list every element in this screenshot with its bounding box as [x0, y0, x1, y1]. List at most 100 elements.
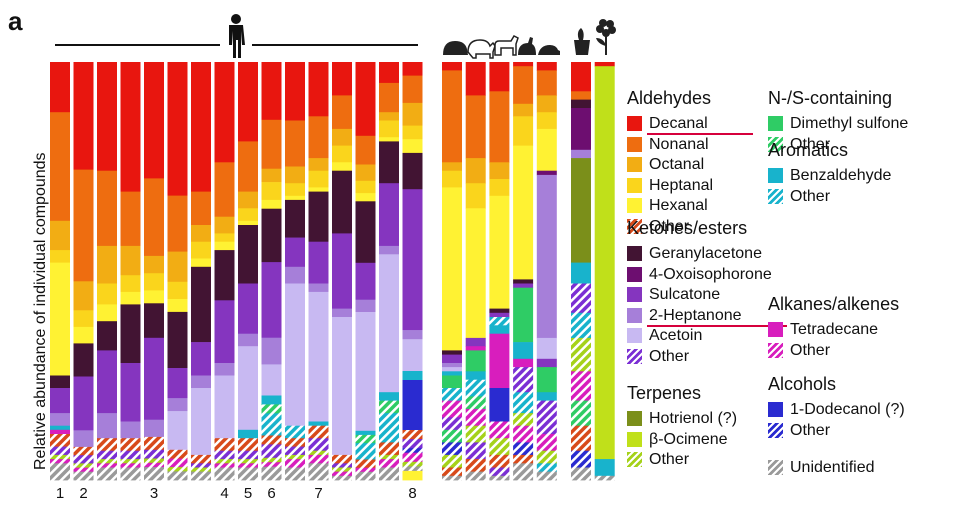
bar-segment-nonanal [536, 70, 557, 96]
bar-segment-unidentified [97, 467, 117, 481]
bar-segment-alkanes-other [332, 471, 352, 477]
bar-segment-sulcatone [355, 262, 376, 301]
bar-segment-aromatics-other [442, 388, 462, 401]
bar-segment-hexanal [513, 145, 534, 280]
bar-segment-octanal [120, 245, 141, 276]
bar-segment-hexanal [238, 220, 258, 226]
rabbit-icon [518, 37, 536, 55]
bar-segment-hexanal [97, 304, 117, 322]
legend-swatch [627, 328, 642, 343]
bar-segment-acetoin [308, 291, 329, 422]
bar-segment-terpenes-other [402, 461, 423, 467]
bar-segment-sulcatone [261, 262, 282, 339]
bar-segment-ketones-other [402, 439, 423, 449]
legend-label: Other [790, 421, 831, 439]
bar-segment-octanal [50, 220, 70, 251]
bar-segment-aldehydes-other [308, 425, 329, 439]
bar-segment-decanal [97, 62, 117, 172]
bar-segment-benzaldehyde [379, 392, 399, 401]
bar-segment-decanal [379, 62, 399, 84]
bar-5 [144, 62, 164, 481]
bar-segment-unidentified [536, 471, 557, 481]
pot-plant-icon [574, 28, 590, 55]
bar-segment-nonanal [513, 66, 534, 105]
bar-segment-decanal [285, 62, 305, 121]
bar-segment-aldehydes-other [120, 438, 141, 452]
bar-segment-2-heptanone [332, 308, 352, 318]
legend-underline [647, 324, 787, 327]
bar-segment-alkanes-other [465, 408, 486, 426]
legend-label: Other [649, 451, 690, 468]
bar-segment-heptanal [465, 183, 486, 209]
bar-segment-alkanes-other [238, 463, 258, 468]
legend-title-aldehydes: Aldehydes [627, 88, 712, 108]
bar-17 [442, 62, 462, 481]
bar-segment-aromatics-other [489, 317, 510, 326]
bar-segment-ketones-other [332, 463, 352, 468]
bar-segment-geranylacetone [332, 170, 352, 234]
bar-segment-n-s-other [355, 434, 376, 444]
bar-segment-alkanes-other [402, 452, 423, 463]
bar-segment-sulcatone [50, 388, 70, 414]
bar-segment-1-dodecanol [489, 388, 510, 422]
bar-segment-heptanal [144, 273, 164, 291]
bar-segment-terpenes-other [465, 425, 486, 443]
bar-segment-nonanal [238, 141, 258, 192]
bar-segment-hexanal [308, 187, 329, 192]
bar-segment-alcohols-other [442, 442, 462, 456]
bar-segment-heptanal [513, 116, 534, 146]
bar-segment-acetoin [332, 317, 352, 456]
bar-segment-sulcatone [465, 337, 486, 347]
bar-segment-alkanes-other [50, 459, 70, 464]
bar-3 [97, 62, 117, 481]
bar-segment-heptanal [50, 250, 70, 263]
bar-segment-alkanes-other [379, 459, 399, 468]
bar-segment-tetradecane [50, 429, 70, 435]
bar-segment-benzaldehyde [594, 459, 615, 477]
legend-label: Heptanal [649, 176, 714, 194]
bar-segment-geranylacetone [489, 308, 510, 314]
bar-segment-unidentified [379, 467, 399, 481]
bar-7 [191, 62, 211, 481]
bar-segment-unidentified [191, 471, 211, 481]
bar-segment-sulcatone [120, 363, 141, 422]
guinea-pig-icon [443, 41, 468, 55]
bar-segment-4-oxoisophorone [571, 108, 591, 151]
bar-segment-decanal [489, 62, 510, 92]
legend-label: Dimethyl sulfone [790, 115, 909, 132]
bar-segment-decanal [536, 62, 557, 71]
bar-segment-heptanal [167, 281, 188, 300]
bar-segment-2-heptanone [238, 333, 258, 347]
bar-segment-terpenes-other [442, 454, 462, 468]
bar-segment-unidentified [465, 471, 486, 481]
bar-segment-nonanal [73, 169, 94, 282]
bar-segment-octanal [355, 164, 376, 182]
bar-segment-tetradecane [513, 358, 534, 368]
bar-segment-terpenes-other [214, 459, 235, 464]
legend-swatch [768, 342, 783, 358]
bar-segment-terpenes-other [120, 459, 141, 464]
bar-segment-ketones-other [120, 450, 141, 460]
bar-segment-nonanal [465, 95, 486, 159]
legend-swatch [627, 136, 642, 152]
bar-segment-decanal [402, 62, 423, 76]
bar-segment-heptanal [355, 180, 376, 194]
legend-swatch [627, 348, 642, 364]
bar-segment-hexanal [332, 162, 352, 172]
bar-segment-benzaldehyde [536, 392, 557, 401]
bar-segment-n-s-other [571, 400, 591, 427]
bar-segment-nonanal [355, 135, 376, 165]
bar-1 [50, 62, 70, 481]
legend-title-ketones-esters: Ketones/esters [627, 218, 748, 238]
bar-segment-benzaldehyde [489, 325, 510, 335]
bar-segment-ketones-other [513, 367, 534, 393]
bar-segment-decanal [442, 62, 462, 71]
bar-segment-nonanal [332, 95, 352, 130]
bar-segment-heptanal [285, 183, 305, 197]
bar-segment-dimethyl-sulfone [536, 367, 557, 393]
bar-segment-decanal [73, 62, 94, 170]
bar-segment-sulcatone [167, 368, 188, 399]
bar-segment-benzaldehyde [355, 430, 376, 436]
legend-label: Other [790, 187, 831, 205]
bar-segment-terpenes-other [536, 450, 557, 464]
